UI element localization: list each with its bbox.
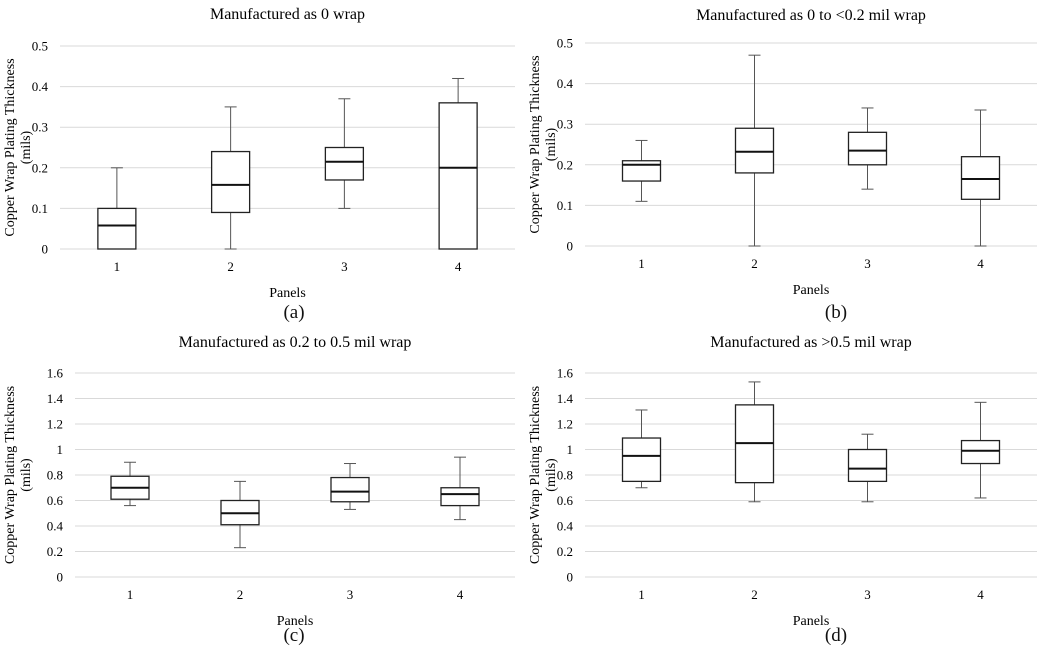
- y-tick-label: 1.2: [557, 417, 573, 432]
- y-tick-label: 1: [57, 442, 64, 457]
- chart-panel-a: Manufactured as 0 wrap 0 0.1 0.2 0.3 0.4 0.5 Co…: [0, 0, 525, 327]
- y-tick-label: 0.2: [32, 160, 48, 175]
- box-iqr: [324, 146, 365, 181]
- y-axis-label: Copper Wrap Plating Thickness: [3, 58, 18, 236]
- y-tick-label: 1.6: [47, 366, 64, 381]
- y-tick-label: 0: [57, 570, 64, 585]
- box-iqr: [960, 439, 1001, 465]
- y-axis-unit: (mils): [19, 458, 34, 492]
- box-iqr: [734, 127, 775, 174]
- y-tick-label: 0.1: [557, 198, 573, 213]
- x-tick-label: 4: [977, 256, 984, 271]
- y-tick-label: 1.4: [47, 391, 64, 406]
- x-tick-label: 1: [638, 256, 645, 271]
- y-tick-label: 0.5: [32, 39, 48, 54]
- chart-title: Manufactured as >0.5 mil wrap: [710, 334, 911, 351]
- y-tick-label: 0.2: [47, 544, 63, 559]
- y-tick-label: 0.6: [47, 493, 64, 508]
- box-iqr: [621, 160, 662, 182]
- y-tick-label: 0.4: [557, 519, 574, 534]
- x-tick-label: 3: [347, 587, 354, 602]
- y-tick-label: 0.4: [32, 79, 49, 94]
- x-tick-label: 4: [457, 587, 464, 602]
- chart-b: Manufactured as 0 to <0.2 mil wrap 0 0.1 0.…: [528, 7, 1037, 298]
- y-tick-label: 0.5: [557, 36, 573, 51]
- y-tick-label: 0.8: [557, 468, 573, 483]
- y-tick-label: 0: [567, 239, 574, 254]
- box-iqr: [330, 476, 370, 503]
- box-iqr: [440, 487, 480, 507]
- x-tick-label: 2: [751, 256, 758, 271]
- x-tick-label: 1: [114, 259, 121, 274]
- y-tick-label: 0.3: [557, 117, 573, 132]
- y-axis-unit: (mils): [544, 458, 559, 492]
- chart-c: Manufactured as 0.2 to 0.5 mil wrap 0 0.2 0…: [3, 334, 515, 629]
- x-tick-label: 3: [341, 259, 348, 274]
- chart-d: Manufactured as >0.5 mil wrap 0 0.2 0.4 0.6 0…: [528, 334, 1037, 629]
- x-tick-label: 1: [638, 587, 645, 602]
- x-tick-label: 3: [864, 256, 871, 271]
- x-tick-label: 3: [864, 587, 871, 602]
- x-tick-label: 2: [227, 259, 234, 274]
- box-iqr: [847, 131, 888, 166]
- chart-panel-d: Manufactured as >0.5 mil wrap 0 0.2 0.4 0.6 0…: [525, 327, 1050, 654]
- x-tick-label: 2: [751, 587, 758, 602]
- chart-title: Manufactured as 0 wrap: [210, 6, 365, 23]
- caption-c: (c): [283, 625, 305, 646]
- y-axis-unit: (mils): [544, 127, 559, 161]
- y-axis-label: Copper Wrap Plating Thickness: [528, 55, 543, 233]
- y-tick-label: 0.4: [47, 519, 64, 534]
- caption-b: (b): [824, 302, 848, 323]
- y-tick-label: 0.8: [47, 468, 63, 483]
- x-tick-label: 2: [237, 587, 244, 602]
- box-iqr: [438, 102, 478, 250]
- x-axis-label: Panels: [277, 614, 314, 629]
- y-tick-label: 0.4: [557, 76, 574, 91]
- y-tick-label: 0.1: [32, 201, 48, 216]
- box-iqr: [621, 437, 662, 483]
- y-axis-label: Copper Wrap Plating Thickness: [528, 386, 543, 564]
- chart-panel-c: Manufactured as 0.2 to 0.5 mil wrap 0 0.2 0…: [0, 327, 525, 654]
- box-iqr: [960, 156, 1001, 200]
- caption-d: (d): [824, 625, 848, 646]
- y-tick-label: 0.6: [557, 493, 574, 508]
- box-iqr: [97, 207, 137, 250]
- x-tick-label: 4: [455, 259, 462, 274]
- y-tick-label: 1.4: [557, 391, 574, 406]
- x-axis-label: Panels: [793, 614, 830, 629]
- y-tick-label: 0.2: [557, 157, 573, 172]
- chart-title: Manufactured as 0 to <0.2 mil wrap: [696, 7, 926, 24]
- box-iqr: [847, 448, 888, 483]
- x-tick-label: 1: [127, 587, 134, 602]
- caption-a: (a): [283, 302, 305, 323]
- box-iqr: [210, 150, 251, 214]
- y-tick-label: 0: [42, 242, 49, 257]
- y-tick-label: 1.6: [557, 366, 574, 381]
- x-axis-label: Panels: [269, 286, 306, 301]
- y-tick-label: 0.2: [557, 544, 573, 559]
- y-tick-label: 0: [567, 570, 574, 585]
- y-axis-unit: (mils): [19, 130, 34, 164]
- chart-a: Manufactured as 0 wrap 0 0.1 0.2 0.3 0.4 0.5 Co…: [3, 6, 515, 301]
- y-tick-label: 0.3: [32, 120, 48, 135]
- chart-title: Manufactured as 0.2 to 0.5 mil wrap: [179, 334, 412, 351]
- x-axis-label: Panels: [793, 283, 830, 298]
- y-axis-label: Copper Wrap Plating Thickness: [3, 386, 18, 564]
- y-tick-label: 1.2: [47, 417, 63, 432]
- y-tick-label: 1: [567, 442, 574, 457]
- chart-panel-b: Manufactured as 0 to <0.2 mil wrap 0 0.1 0.…: [525, 0, 1050, 327]
- x-tick-label: 4: [977, 587, 984, 602]
